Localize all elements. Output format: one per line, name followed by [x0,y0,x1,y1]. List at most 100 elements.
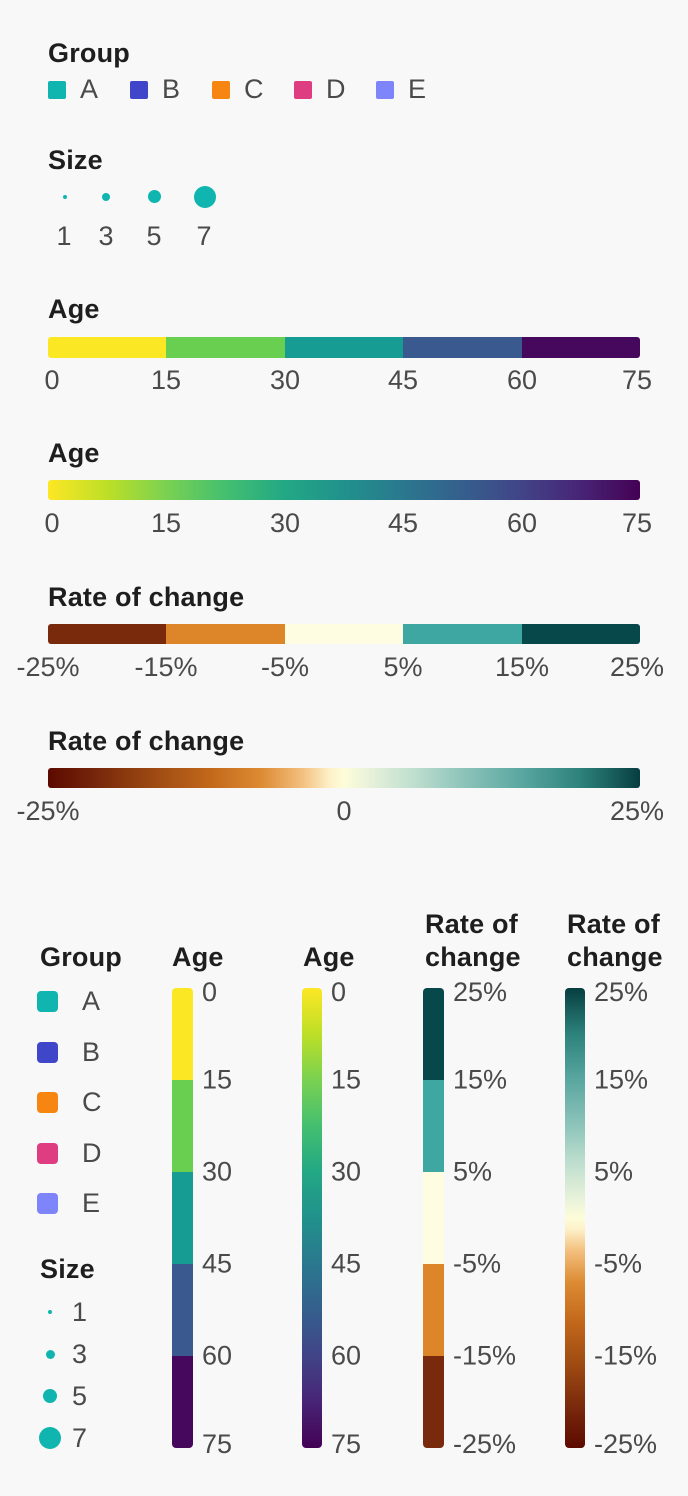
rate-discrete-vertical-title: Rate of change [425,908,521,974]
ramp-segment [403,337,522,358]
size-row-1: 1 [37,1291,87,1333]
title-line: Rate of [425,909,518,939]
dot-slot [37,1310,63,1314]
tick-label: -25% [594,1428,658,1459]
size-value-label: 7 [196,221,212,251]
tick-label: 0 [202,977,218,1008]
tick-label: 5% [453,1156,493,1187]
size-dot-3 [102,193,110,201]
legend-item-label: E [408,74,427,104]
legend-item-c[interactable]: C [212,74,264,105]
tick-label: -5% [453,1248,502,1279]
legend-item-label: D [82,1138,102,1168]
tick-label: 25% [609,652,665,682]
tick-label: 5% [594,1156,634,1187]
group-legend-vertical-title: Group [40,942,122,972]
tick-label: 15 [331,1064,362,1095]
legend-item-label: A [82,986,101,1016]
legend-item-a[interactable]: A [48,74,98,105]
legend-item-d[interactable]: D [294,74,346,105]
size-value-label: 7 [72,1422,88,1453]
legend-item-label: C [244,74,264,104]
ramp-segment [423,1080,444,1172]
ramp-segment [48,337,167,358]
legend-item-e[interactable]: E [376,74,426,105]
tick-label: 60 [331,1340,362,1371]
age-discrete-ramp [48,337,640,358]
ramp-segment [166,624,285,644]
tick-label: 0 [44,365,60,395]
tick-label: 75 [202,1428,233,1459]
tick-label: -25% [453,1428,517,1459]
legend-item-label: C [82,1087,102,1117]
size-dot-7 [39,1427,61,1449]
rate-gradient-ramp [48,768,640,788]
tick-label: 15% [494,652,550,682]
size-value-label: 5 [146,221,162,251]
legend-item-a[interactable]: A [37,986,100,1017]
ramp-segment [172,1264,193,1356]
legend-item-c[interactable]: C [37,1087,102,1118]
dot-slot [37,1427,63,1449]
ramp-segment [48,624,167,644]
tick-label: 75 [331,1428,362,1459]
size-dot-1 [48,1310,52,1314]
rate-discrete-ramp [48,624,640,644]
size-dot-5 [148,190,161,203]
tick-label: 45 [331,1248,362,1279]
dot-slot [37,1349,63,1359]
color-swatch [37,1092,58,1113]
ramp-segment [172,1080,193,1172]
age-gradient-vertical-ramp [302,988,322,1448]
tick-label: -5% [594,1248,643,1279]
legend-item-b[interactable]: B [37,1037,100,1068]
color-swatch [37,1143,58,1164]
ramp-segment [172,1172,193,1264]
ramp-segment [172,988,193,1080]
size-legend-vertical-title: Size [40,1254,95,1284]
ramp-segment [521,624,640,644]
title-line: change [425,942,521,972]
ramp-segment [521,337,640,358]
tick-label: 75 [621,508,653,538]
legend-item-label: B [82,1037,101,1067]
size-dot-7 [194,186,216,208]
age-discrete-title: Age [48,294,100,324]
size-value-label: 3 [72,1338,88,1369]
color-swatch [376,80,394,99]
ramp-segment [172,1356,193,1448]
ramp-segment [166,337,285,358]
tick-label: -15% [134,652,198,682]
size-value-label: 1 [72,1296,88,1327]
tick-label: 5% [383,652,423,682]
ramp-segment [284,624,404,644]
rate-discrete-title: Rate of change [48,582,245,612]
tick-label: 15 [150,365,182,395]
tick-label: 25% [594,977,649,1008]
tick-label: -5% [260,652,310,682]
tick-label: 25% [453,977,508,1008]
tick-label: -25% [16,652,80,682]
tick-label: -15% [453,1340,517,1371]
tick-label: 45 [202,1248,233,1279]
age-gradient-vertical-title: Age [303,942,355,972]
tick-label: 60 [506,508,538,538]
ramp-segment [403,624,522,644]
ramp-segment [423,1264,444,1356]
legend-item-e[interactable]: E [37,1188,100,1219]
color-swatch [37,991,58,1012]
legend-item-d[interactable]: D [37,1138,102,1169]
title-line: change [567,942,663,972]
tick-label: 60 [506,365,538,395]
color-swatch [37,1193,58,1214]
legend-item-label: E [82,1188,101,1218]
size-value-label: 3 [98,221,114,251]
age-discrete-vertical-ramp [172,988,193,1448]
size-row-5: 5 [37,1375,87,1417]
rate-gradient-vertical-ramp [565,988,585,1448]
color-swatch [130,80,148,99]
tick-label: 30 [269,508,301,538]
tick-label: 25% [609,796,665,826]
legend-item-b[interactable]: B [130,74,180,105]
